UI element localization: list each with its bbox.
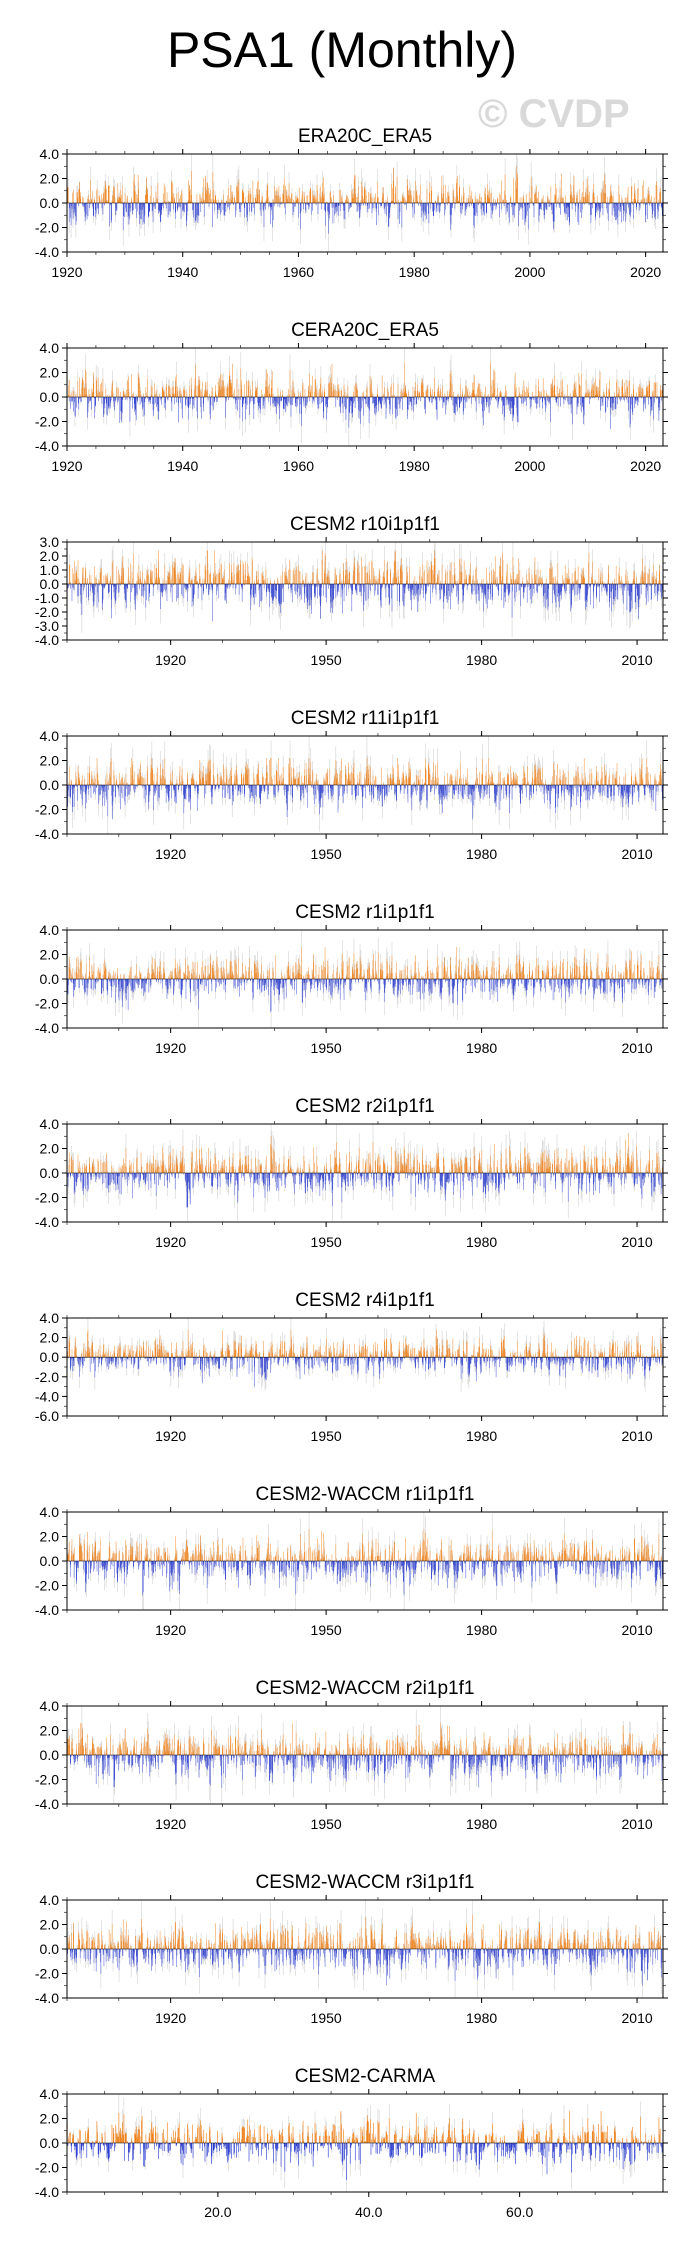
x-tick-label: 1960 bbox=[283, 264, 314, 280]
raw-series bbox=[66, 542, 663, 638]
y-tick-label: 4.0 bbox=[40, 340, 60, 356]
y-tick-label: 2.0 bbox=[40, 365, 60, 381]
x-tick-label: 1940 bbox=[167, 264, 198, 280]
y-tick-label: 2.0 bbox=[40, 171, 60, 187]
x-tick-label: 1980 bbox=[399, 264, 430, 280]
positive-bars bbox=[66, 166, 664, 203]
x-tick-label: 2000 bbox=[514, 264, 545, 280]
positive-bars bbox=[67, 362, 663, 397]
x-tick-label: 1920 bbox=[51, 264, 82, 280]
y-tick-label: -2.0 bbox=[35, 414, 59, 430]
chart-title: CERA20C_ERA5 bbox=[291, 320, 439, 341]
y-tick-label: -4.0 bbox=[35, 438, 59, 454]
watermark: © CVDP bbox=[478, 92, 630, 137]
negative-bars bbox=[66, 397, 664, 429]
y-tick-label: -4.0 bbox=[35, 244, 59, 260]
chart-title: CESM2 r10i1p1f1 bbox=[290, 514, 440, 535]
page-title: PSA1 (Monthly) bbox=[0, 22, 684, 78]
chart-panel: CERA20C_ERA5 4.0 2.0 0.0 -2.0 -4.0 1920 1940 196… bbox=[35, 320, 668, 474]
x-tick-label: 1920 bbox=[51, 458, 82, 474]
y-tick-label: 0.0 bbox=[40, 195, 60, 211]
x-tick-label: 1980 bbox=[399, 458, 430, 474]
chart-panel: CESM2 r10i1p1f13.02.01.00.0-1.0-2.0-3.0-… bbox=[35, 514, 668, 668]
chart-panel: ERA20C_ERA5 4.0 2.0 0.0 -2.0 -4.0 1920 1940 1960… bbox=[35, 126, 668, 280]
x-tick-label: 1940 bbox=[167, 458, 198, 474]
x-tick-label: 1960 bbox=[283, 458, 314, 474]
chart-title: ERA20C_ERA5 bbox=[298, 126, 432, 147]
x-tick-label: 2000 bbox=[514, 458, 545, 474]
negative-bars bbox=[68, 203, 663, 234]
positive-bars bbox=[67, 550, 664, 584]
x-tick-label: 2020 bbox=[630, 264, 661, 280]
x-tick-label: 2020 bbox=[630, 458, 661, 474]
y-tick-label: -2.0 bbox=[35, 220, 59, 236]
y-tick-label: 4.0 bbox=[40, 146, 60, 162]
y-tick-label: 0.0 bbox=[40, 389, 60, 405]
